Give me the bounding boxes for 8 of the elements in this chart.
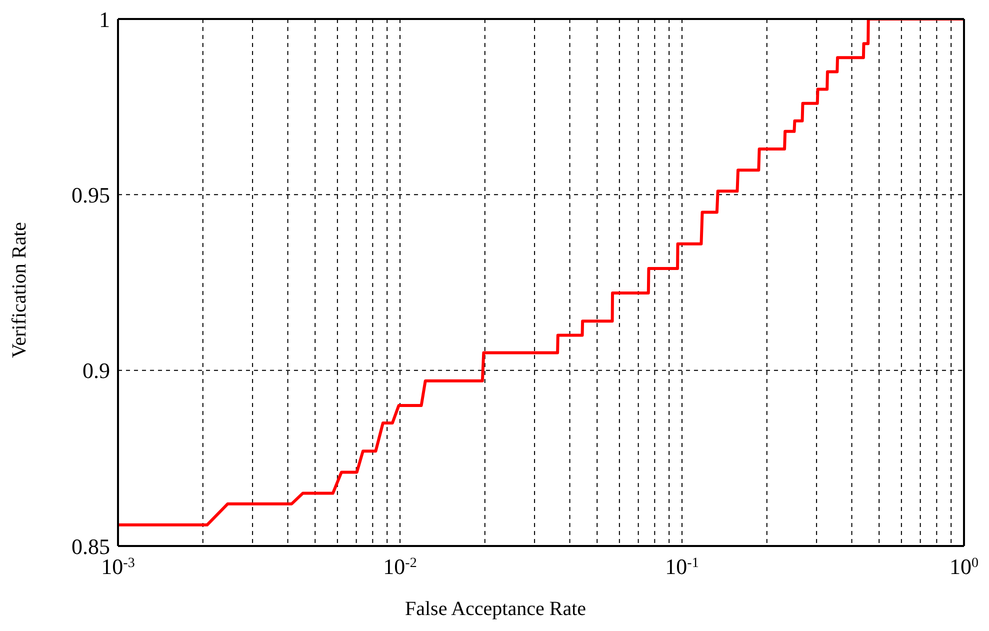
y-tick-label: 1 (99, 6, 110, 32)
y-axis-title: Verification Rate (8, 222, 32, 358)
x-axis-title: False Acceptance Rate (404, 598, 588, 621)
x-tick-label: 10$^{0}$ (950, 554, 978, 579)
x-tick-label: 10$^{-2}$ (383, 554, 417, 579)
x-tick-label: 10$^{-1}$ (665, 554, 699, 579)
y-tick-label: 0.9 (82, 358, 110, 384)
y-tick-label: 0.95 (72, 182, 110, 208)
